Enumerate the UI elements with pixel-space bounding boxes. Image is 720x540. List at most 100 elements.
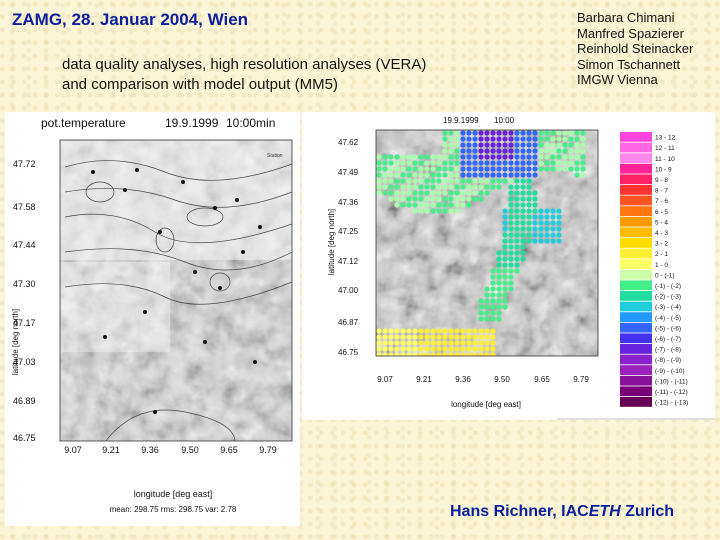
legend-swatch [620, 216, 652, 227]
difference-dot [490, 292, 496, 298]
difference-dot [394, 178, 400, 184]
difference-dot [478, 328, 484, 334]
difference-dot [388, 172, 394, 178]
legend-label: 10 - 9 [655, 166, 672, 173]
difference-dot [448, 202, 454, 208]
difference-dot [460, 352, 466, 356]
difference-dot [472, 154, 478, 160]
difference-dot [544, 136, 550, 142]
difference-dot [472, 334, 478, 340]
difference-dot [394, 166, 400, 172]
y-axis-ticks: 47.62 47.49 47.36 47.25 47.12 47.00 46.8… [338, 138, 359, 357]
difference-dot [382, 172, 388, 178]
legend-swatch [620, 153, 652, 163]
difference-dot [532, 238, 538, 244]
difference-dot [478, 352, 484, 356]
difference-dot [538, 130, 544, 136]
legend-label: 12 - 11 [655, 145, 675, 152]
difference-dot [520, 256, 526, 262]
difference-dot [394, 154, 400, 160]
difference-dot [478, 316, 484, 322]
difference-dot [460, 160, 466, 166]
difference-dot [430, 178, 436, 184]
difference-dot [484, 154, 490, 160]
legend-label: 7 - 6 [655, 198, 668, 205]
difference-dot [550, 208, 556, 214]
difference-dot [412, 346, 418, 352]
difference-dot [466, 340, 472, 346]
difference-dot [520, 154, 526, 160]
difference-dot [490, 160, 496, 166]
difference-dot [406, 346, 412, 352]
difference-dot [550, 166, 556, 172]
difference-dot [412, 154, 418, 160]
difference-dot [526, 226, 532, 232]
difference-dot [490, 340, 496, 346]
potential-temperature-map: pot.temperature 19.9.1999 10:00min [5, 112, 300, 526]
difference-dot [484, 184, 490, 190]
legend-label: (-10) - (-11) [655, 378, 688, 385]
difference-dot [394, 334, 400, 340]
x-tick-label: 9.50 [494, 375, 510, 384]
difference-map-figure: 19.9.1999 10:00 47.62 47.49 47.36 47.25 … [327, 116, 715, 420]
difference-dot [580, 166, 586, 172]
legend-swatch [620, 185, 652, 195]
difference-dot [550, 238, 556, 244]
subtitle-line-1: data quality analyses, high resolution a… [62, 56, 427, 73]
legend-label: 4 - 3 [655, 230, 668, 237]
difference-dot [532, 202, 538, 208]
difference-dot [412, 196, 418, 202]
difference-dot [520, 142, 526, 148]
legend-label: 2 - 1 [655, 251, 668, 258]
difference-dot [574, 172, 580, 178]
difference-dot [490, 142, 496, 148]
difference-dot [388, 190, 394, 196]
legend-swatch [620, 291, 652, 301]
difference-dot [538, 226, 544, 232]
difference-dot [466, 166, 472, 172]
difference-dot [430, 208, 436, 214]
difference-dot [388, 328, 394, 334]
difference-dot [568, 154, 574, 160]
difference-dot [430, 184, 436, 190]
difference-dot [382, 352, 388, 356]
difference-dot [508, 244, 514, 250]
difference-dot [412, 328, 418, 334]
difference-dot [532, 154, 538, 160]
difference-dot [568, 166, 574, 172]
difference-dot [514, 214, 520, 220]
difference-dot [388, 352, 394, 356]
difference-dot [478, 148, 484, 154]
difference-dot [400, 184, 406, 190]
difference-dot [526, 178, 532, 184]
author-list: Barbara Chimani Manfred Spazierer Reinho… [577, 10, 693, 88]
difference-dot [520, 148, 526, 154]
difference-dot [418, 196, 424, 202]
difference-dot [466, 352, 472, 356]
map-time: 10:00min [226, 116, 275, 130]
difference-dot [580, 142, 586, 148]
difference-dot [544, 232, 550, 238]
difference-dot [466, 160, 472, 166]
difference-dot [526, 142, 532, 148]
legend-swatch [620, 344, 652, 354]
difference-dot [436, 172, 442, 178]
difference-dot [466, 346, 472, 352]
difference-dot [478, 340, 484, 346]
difference-dot [514, 202, 520, 208]
difference-dot [532, 208, 538, 214]
difference-dot [406, 340, 412, 346]
legend-label: 9 - 8 [655, 177, 668, 184]
difference-dot [556, 208, 562, 214]
legend-label: 0 - (-1) [655, 272, 675, 279]
difference-dot [520, 184, 526, 190]
difference-dot [418, 202, 424, 208]
difference-dot [532, 130, 538, 136]
difference-dot [460, 154, 466, 160]
difference-dot [406, 328, 412, 334]
difference-dot [514, 250, 520, 256]
difference-dot [430, 154, 436, 160]
difference-dot [490, 316, 496, 322]
difference-dot [478, 154, 484, 160]
difference-dot [442, 184, 448, 190]
